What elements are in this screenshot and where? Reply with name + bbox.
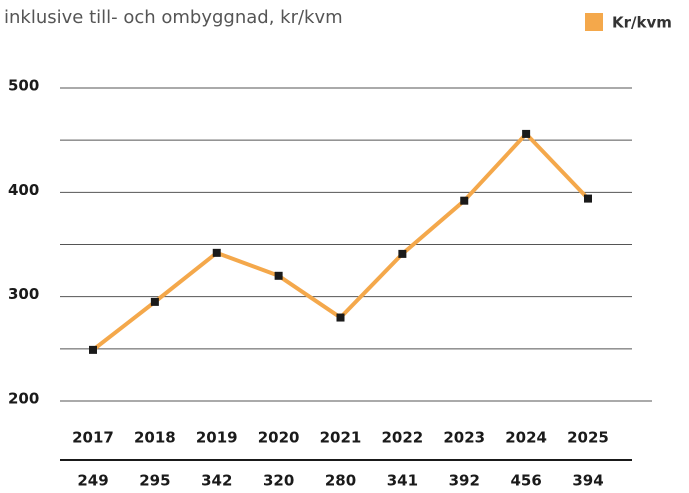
chart-title: inklusive till- och ombyggnad, kr/kvm	[4, 7, 343, 28]
value-label: 394	[572, 472, 603, 490]
y-tick-label: 300	[8, 285, 39, 303]
data-point	[460, 196, 469, 205]
data-point	[274, 271, 283, 280]
x-tick-label: 2018	[134, 429, 176, 447]
x-tick-label: 2025	[567, 429, 609, 447]
y-tick-label: 500	[8, 77, 39, 95]
legend-label: Kr/kvm	[612, 14, 672, 32]
x-tick-label: 2020	[258, 429, 300, 447]
data-point	[584, 194, 592, 203]
value-label: 456	[510, 472, 541, 490]
value-label: 280	[325, 472, 356, 490]
x-tick-label: 2019	[196, 429, 238, 447]
x-tick-label: 2022	[382, 429, 424, 447]
data-point	[398, 249, 407, 258]
data-point	[150, 297, 159, 306]
x-tick-label: 2021	[320, 429, 362, 447]
x-tick-label: 2023	[443, 429, 485, 447]
value-label: 342	[201, 472, 232, 490]
data-point	[522, 129, 531, 138]
y-tick-label: 400	[8, 181, 39, 199]
value-label: 295	[139, 472, 170, 490]
x-tick-label: 2017	[72, 429, 114, 447]
data-point	[212, 248, 221, 257]
value-label: 320	[263, 472, 294, 490]
data-point	[89, 345, 97, 354]
value-label: 341	[387, 472, 418, 490]
legend-swatch	[585, 13, 603, 31]
y-tick-label: 200	[8, 390, 39, 408]
value-label: 249	[77, 472, 108, 490]
x-tick-label: 2024	[505, 429, 547, 447]
value-label: 392	[449, 472, 480, 490]
data-point	[336, 313, 345, 322]
